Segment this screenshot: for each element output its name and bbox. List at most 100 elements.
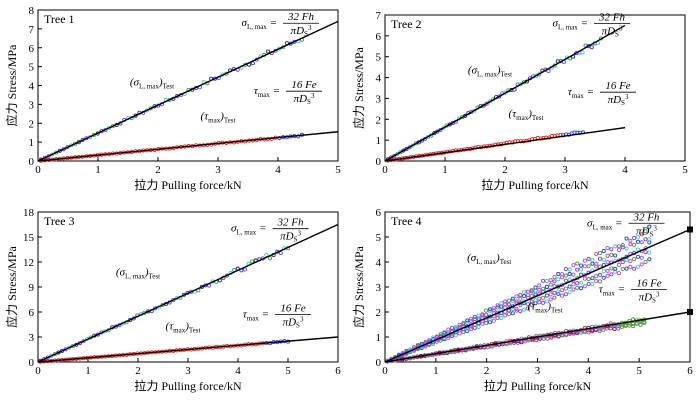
sigma-test-point: [571, 263, 576, 268]
sigma-test-point: [613, 266, 618, 271]
sigma-test-point: [639, 262, 644, 267]
sigma-test-point: [461, 322, 466, 327]
sigma-test-point: [548, 297, 553, 302]
sigma-test-point: [635, 234, 641, 240]
sigma-test-point: [415, 343, 420, 348]
panel-title: Tree 4: [391, 214, 422, 228]
y-tick-label: 3: [376, 93, 382, 105]
sigma-test-point: [578, 286, 584, 291]
sigma-test-point: [575, 281, 580, 286]
sigma-test-point: [465, 320, 470, 325]
tau-test-label: (τmax)Test: [528, 301, 563, 315]
tau-test-point: [597, 329, 602, 334]
y-tick-label: 2: [376, 307, 382, 319]
sigma-test-point: [597, 279, 603, 284]
sigma-equation-numerator: 32 Fh: [287, 11, 314, 23]
sigma-test-point: [639, 232, 644, 237]
sigma-test-point: [487, 307, 493, 312]
sigma-test-label: (σL, max)Test: [468, 64, 512, 78]
sigma-test-label: (σL, max)Test: [130, 77, 174, 91]
sigma-test-point: [510, 311, 515, 316]
sigma-test-point: [643, 259, 648, 265]
sigma-test-point: [582, 258, 587, 263]
sigma-test-point: [567, 267, 572, 272]
sigma-test-point: [487, 309, 493, 314]
sigma-test-point: [510, 306, 515, 312]
sigma-test-point: [506, 312, 512, 317]
sigma-theory-line: [384, 228, 691, 363]
sigma-test-point: [590, 276, 595, 281]
theory-line-endpoint: [687, 226, 693, 233]
sigma-test-point: [605, 245, 610, 251]
sigma-equation-lhs: σL, max =: [553, 17, 588, 31]
sigma-test-point: [647, 237, 652, 242]
sigma-test-point: [525, 302, 530, 307]
sigma-test-point: [442, 330, 447, 335]
x-tick-label: 1: [433, 365, 439, 377]
sigma-test-point: [401, 148, 406, 153]
sigma-test-point: [635, 264, 641, 269]
sigma-test-point: [578, 280, 584, 285]
tau-test-point: [597, 327, 602, 332]
sigma-test-point: [632, 257, 637, 262]
sigma-test-point: [522, 294, 527, 299]
sigma-equation-denominator: πDS3: [291, 24, 312, 38]
sigma-test-point: [529, 288, 534, 293]
sigma-test-point: [589, 45, 594, 50]
y-tick-label: 3: [29, 332, 35, 344]
sigma-test-point: [560, 293, 565, 298]
sigma-test-point: [624, 236, 629, 241]
sigma-test-point: [620, 243, 625, 248]
sigma-test-point: [537, 283, 542, 288]
sigma-test-point: [497, 94, 502, 99]
sigma-test-point: [453, 326, 458, 331]
tau-equation-denominator: πDS3: [283, 316, 304, 330]
tau-test-point: [612, 326, 617, 332]
tau-test-point: [619, 324, 624, 329]
sigma-test-point: [499, 315, 504, 320]
sigma-equation-numerator: 32 Fh: [632, 211, 659, 223]
sigma-test-point: [590, 261, 595, 266]
sigma-test-point: [468, 316, 474, 321]
sigma-test-point: [582, 264, 587, 269]
y-tick-label: 4: [376, 257, 382, 269]
sigma-test-point: [575, 261, 580, 266]
sigma-test-point: [480, 312, 485, 317]
tau-test-point: [578, 330, 584, 335]
sigma-test-point: [552, 290, 557, 295]
sigma-test-point: [449, 325, 455, 330]
sigma-test-point: [556, 272, 561, 277]
tau-equation-numerator: 16 Fe: [605, 80, 630, 92]
sigma-test-point: [567, 271, 572, 277]
sigma-test-point: [250, 259, 255, 264]
sigma-test-point: [548, 292, 553, 297]
sigma-theory-line: [384, 24, 626, 162]
sigma-test-point: [563, 286, 568, 291]
sigma-test-point: [552, 295, 557, 300]
tau-test-point: [575, 330, 580, 336]
sigma-test-point: [491, 308, 496, 313]
sigma-test-point: [525, 289, 530, 294]
sigma-test-point: [586, 264, 591, 269]
sigma-test-point: [537, 287, 542, 292]
sigma-test-point: [563, 292, 568, 297]
sigma-test-point: [609, 247, 614, 252]
sigma-test-point: [594, 261, 599, 266]
tau-equation-lhs: τmax =: [254, 85, 280, 99]
sigma-test-point: [620, 245, 625, 250]
sigma-test-point: [441, 125, 446, 131]
sigma-test-point: [544, 299, 549, 304]
sigma-test-point: [605, 253, 610, 258]
sigma-test-point: [605, 273, 610, 278]
panel-title: Tree 3: [44, 214, 75, 228]
x-tick-label: 5: [335, 164, 341, 176]
sigma-equation-lhs: σL, max =: [231, 223, 266, 237]
sigma-test-point: [635, 247, 641, 252]
sigma-test-point: [472, 314, 477, 320]
sigma-test-point: [268, 256, 273, 261]
x-tick-label: 2: [155, 164, 161, 176]
